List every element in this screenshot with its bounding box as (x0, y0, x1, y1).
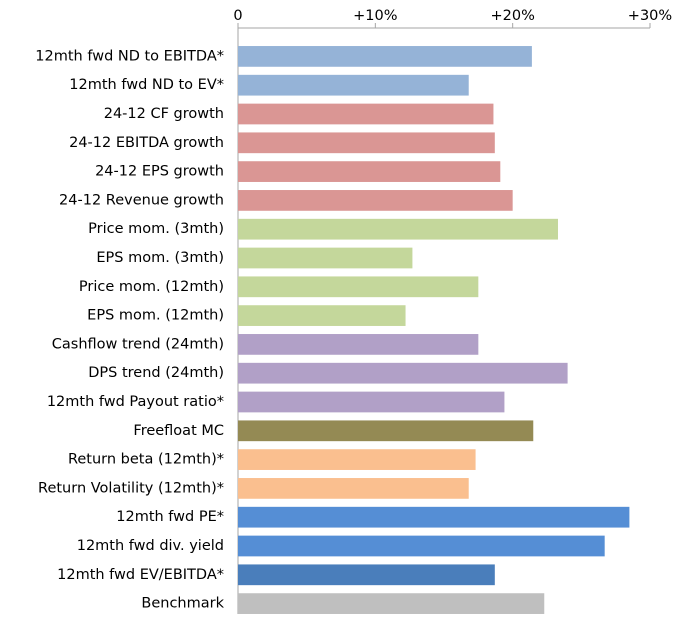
bar (238, 276, 479, 298)
bar (238, 161, 501, 182)
bar (238, 391, 505, 413)
y-tick-label: Cashflow trend (24mth) (52, 336, 224, 352)
bar (238, 506, 630, 528)
x-tick-label: 0 (233, 8, 242, 24)
bar (238, 420, 534, 442)
bar (238, 132, 495, 154)
bar (238, 46, 532, 67)
bar (238, 564, 495, 586)
bar (238, 593, 545, 614)
y-tick-label: 24-12 EPS growth (95, 164, 224, 180)
y-tick-label: Price mom. (3mth) (88, 221, 224, 237)
bar (238, 190, 513, 211)
y-tick-label: EPS mom. (3mth) (96, 250, 224, 266)
bar (238, 362, 568, 384)
bar (238, 478, 469, 499)
y-tick-label: Freefloat MC (133, 423, 224, 439)
y-tick-label: 12mth fwd ND to EV* (69, 77, 224, 93)
y-tick-label: 24-12 CF growth (104, 106, 224, 122)
x-tick-label: +20% (490, 8, 534, 24)
y-tick-label: DPS trend (24mth) (88, 365, 224, 381)
y-tick-label: 12mth fwd div. yield (77, 538, 224, 554)
bar (238, 305, 406, 326)
bar (238, 74, 469, 96)
y-tick-label: Benchmark (141, 596, 224, 612)
x-tick-label: +30% (628, 8, 672, 24)
bar (238, 334, 479, 355)
y-tick-label: Return beta (12mth)* (68, 452, 224, 468)
bar (238, 218, 558, 240)
y-tick-label: 24-12 Revenue growth (59, 192, 224, 208)
y-tick-label: Price mom. (12mth) (79, 279, 224, 295)
y-tick-label: 12mth fwd Payout ratio* (47, 394, 224, 410)
y-tick-label: Return Volatility (12mth)* (38, 480, 224, 496)
bar (238, 535, 605, 557)
bar (238, 103, 494, 125)
y-tick-label: 12mth fwd ND to EBITDA* (35, 48, 224, 64)
y-tick-label: 24-12 EBITDA growth (69, 135, 224, 151)
x-tick-label: +10% (353, 8, 397, 24)
y-tick-label: 12mth fwd PE* (116, 509, 224, 525)
bar (238, 247, 413, 269)
y-tick-label: EPS mom. (12mth) (87, 308, 224, 324)
bar (238, 449, 476, 470)
y-tick-label: 12mth fwd EV/EBITDA* (57, 567, 224, 583)
